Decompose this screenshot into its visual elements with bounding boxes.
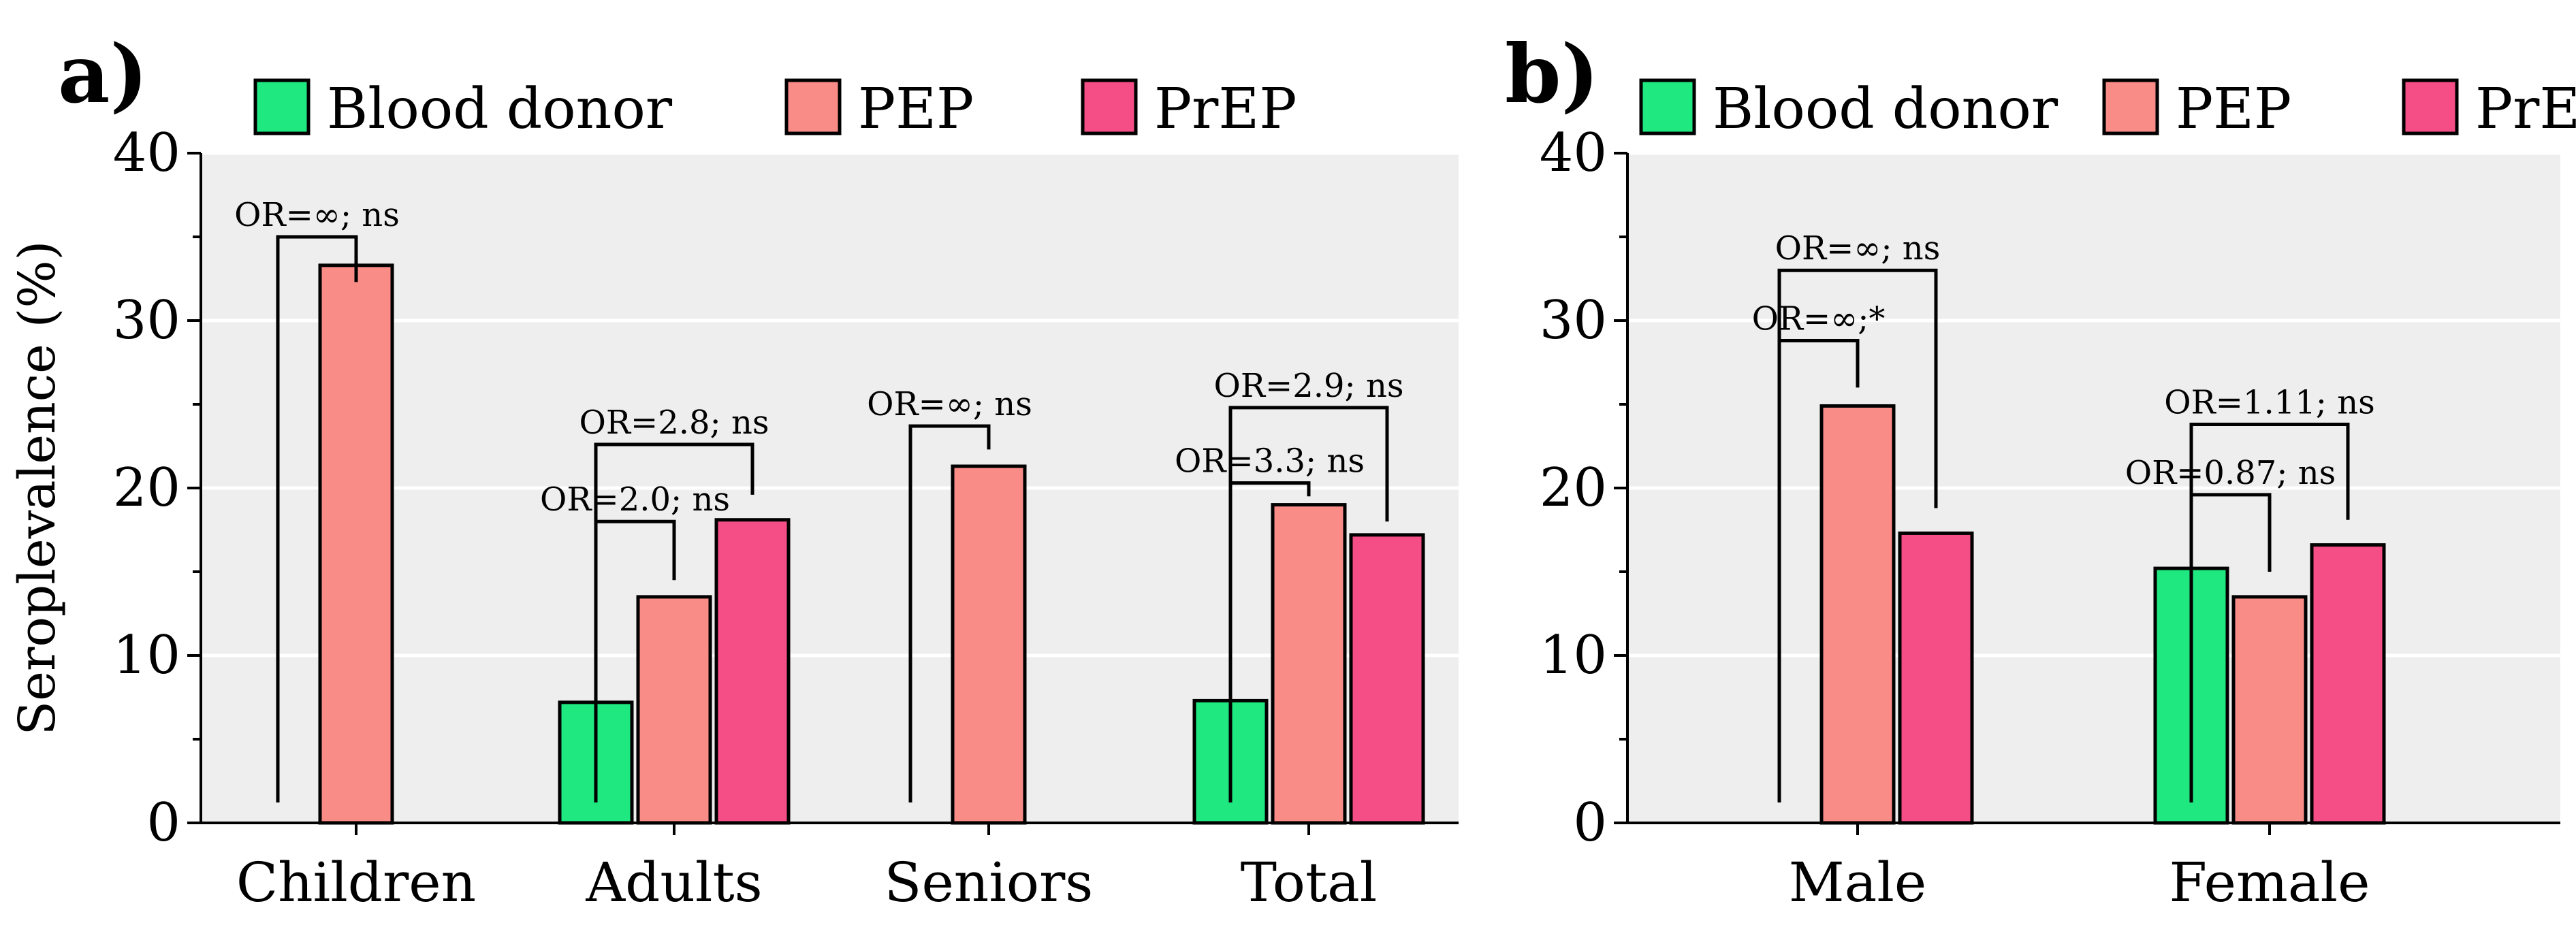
y-tick-label: 20 [1540, 457, 1607, 519]
significance-bracket [594, 442, 754, 802]
legend-swatch-prep [2402, 78, 2459, 135]
significance-label: OR=∞; ns [867, 385, 1032, 423]
legend: Blood donor PEP PrEP [253, 77, 1297, 142]
bar-prep-total [1349, 533, 1425, 825]
chart-panel-0: 0 10 20 30 40 Children Adults Seniors Total OR=∞;… [8, 27, 1459, 914]
y-tick-label: 0 [1573, 792, 1607, 854]
x-tick-label-seniors: Seniors [885, 851, 1094, 914]
bar-pep-female [2231, 595, 2308, 825]
bar-prep-female [2310, 543, 2386, 825]
x-tick-label-total: Total [1241, 851, 1378, 914]
significance-bracket [1228, 406, 1389, 802]
x-tick-label-adults: Adults [585, 851, 762, 914]
legend-swatch-blood_donor [1639, 78, 1696, 135]
bar-pep-children [318, 263, 394, 825]
y-tick-label: 10 [1540, 625, 1607, 686]
x-tick-label-children: Children [236, 851, 476, 914]
significance-label: OR=3.3; ns [1175, 442, 1365, 481]
legend-label-prep: PrEP [2475, 77, 2576, 142]
legend-label-pep: PEP [2176, 77, 2291, 142]
y-tick-label: 40 [113, 123, 180, 184]
bar-pep-male [1819, 404, 1896, 825]
legend-label-pep: PEP [858, 77, 974, 142]
legend-label-blood_donor: Blood donor [327, 77, 673, 142]
significance-label: OR=∞;* [1752, 300, 1886, 338]
x-tick-label-female: Female [2169, 851, 2370, 914]
bar-pep-seniors [951, 464, 1027, 825]
bar-prep-adults [714, 518, 791, 825]
significance-label: OR=∞; ns [234, 196, 400, 234]
bar-pep-adults [636, 595, 712, 825]
legend-swatch-blood_donor [253, 78, 311, 135]
y-tick-label: 30 [113, 290, 180, 351]
y-axis-title: Seroplevalence (%) [8, 240, 67, 735]
y-tick-label: 20 [113, 457, 180, 519]
y-tick-label: 10 [113, 625, 180, 686]
significance-bracket [276, 235, 358, 802]
y-tick-label: 40 [1540, 123, 1607, 184]
significance-label: OR=2.8; ns [579, 404, 769, 442]
significance-label: OR=2.0; ns [540, 481, 730, 519]
significance-label: OR=0.87; ns [2125, 454, 2336, 492]
significance-label: OR=2.9; ns [1213, 367, 1403, 405]
legend-label-prep: PrEP [1154, 77, 1297, 142]
legend-swatch-prep [1081, 78, 1138, 135]
y-tick-label: 0 [146, 792, 180, 854]
significance-label: OR=∞; ns [1775, 229, 1941, 267]
legend-swatch-pep [784, 78, 842, 135]
panel-label: b) [1505, 27, 1599, 121]
y-tick-label: 30 [1540, 290, 1607, 351]
significance-bracket [2189, 423, 2350, 802]
legend-label-blood_donor: Blood donor [1713, 77, 2058, 142]
significance-label: OR=1.11; ns [2164, 384, 2375, 422]
legend: Blood donor PEP PrEP [1639, 77, 2576, 142]
bar-pep-total [1271, 503, 1347, 825]
x-tick-label-male: Male [1789, 851, 1927, 914]
panel-label: a) [58, 27, 148, 121]
bar-prep-male [1898, 531, 1974, 825]
legend-swatch-pep [2102, 78, 2159, 135]
significance-bracket [1777, 268, 1938, 802]
significance-bracket [908, 424, 991, 802]
chart-panel-1: 0 10 20 30 40 Male Female OR=∞;* OR=∞; ns OR=0.87… [1505, 27, 2576, 914]
